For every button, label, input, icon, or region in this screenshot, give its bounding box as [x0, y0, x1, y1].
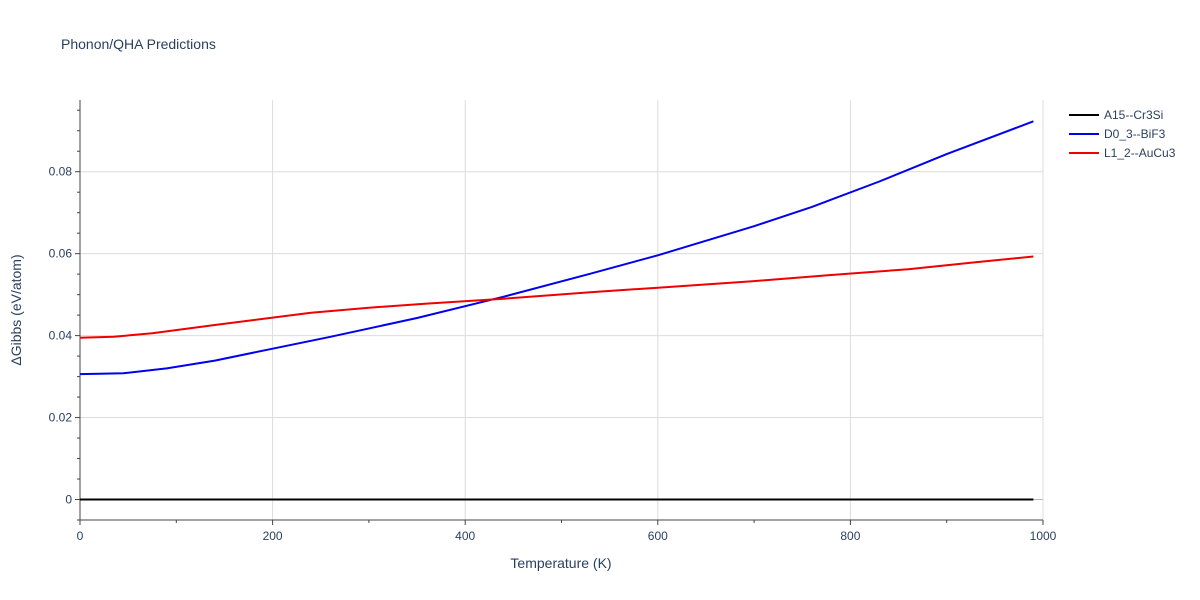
x-axis-title: Temperature (K) — [510, 555, 611, 571]
chart-title: Phonon/QHA Predictions — [61, 36, 216, 52]
y-tick-label: 0.04 — [49, 329, 73, 343]
y-tick-label: 0.06 — [49, 247, 73, 261]
grid — [80, 100, 1044, 520]
x-tick-label: 1000 — [1030, 529, 1057, 543]
series-line — [79, 120, 1034, 376]
y-axis-title: ΔGibbs (eV/atom) — [8, 254, 24, 365]
y-tick-label: 0 — [65, 493, 72, 507]
series-lines — [79, 120, 1034, 501]
legend-label: L1_2--AuCu3 — [1104, 146, 1176, 160]
x-tick-label: 400 — [455, 529, 475, 543]
x-tick-label: 800 — [840, 529, 860, 543]
legend-item[interactable]: L1_2--AuCu3 — [1069, 146, 1176, 160]
legend-label: A15--Cr3Si — [1104, 108, 1163, 122]
legend-item[interactable]: D0_3--BiF3 — [1069, 127, 1166, 141]
y-tick-label: 0.08 — [49, 165, 73, 179]
x-tick-label: 600 — [648, 529, 668, 543]
axes: 0 200 400 600 800 1000 0 0.02 0.04 0.06 0.08 — [49, 100, 1057, 543]
x-tick-label: 200 — [263, 529, 283, 543]
legend[interactable]: A15--Cr3Si D0_3--BiF3 L1_2--AuCu3 — [1069, 108, 1176, 160]
legend-label: D0_3--BiF3 — [1104, 127, 1166, 141]
y-tick-label: 0.02 — [49, 411, 73, 425]
legend-item[interactable]: A15--Cr3Si — [1069, 108, 1163, 122]
x-tick-label: 0 — [77, 529, 84, 543]
series-line — [79, 255, 1034, 339]
